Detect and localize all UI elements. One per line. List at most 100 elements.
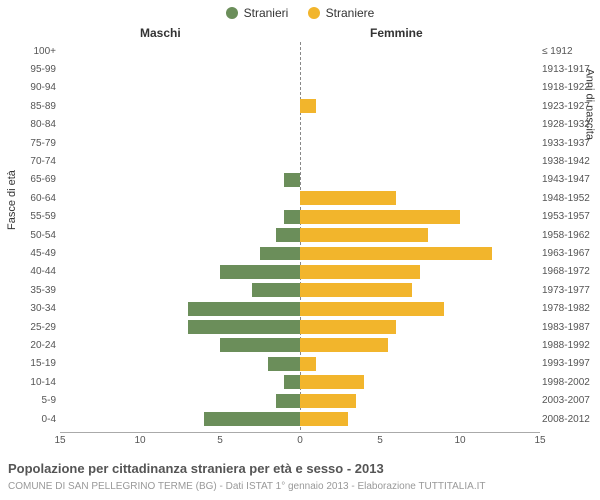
male-bar	[284, 173, 300, 187]
male-half	[60, 208, 300, 226]
year-label: 2008-2012	[542, 414, 596, 425]
column-title-male: Maschi	[140, 26, 181, 40]
legend-item-male: Stranieri	[226, 6, 289, 20]
female-bar	[300, 191, 396, 205]
pyramid-row: 20-241988-1992	[60, 336, 540, 354]
age-label: 45-49	[12, 248, 56, 259]
pyramid-row: 5-92003-2007	[60, 391, 540, 409]
female-half	[300, 391, 540, 409]
female-bar	[300, 99, 316, 113]
female-bar	[300, 283, 412, 297]
female-half	[300, 171, 540, 189]
female-bar	[300, 375, 364, 389]
year-label: 1928-1932	[542, 119, 596, 130]
pyramid-row: 55-591953-1957	[60, 208, 540, 226]
female-bar	[300, 247, 492, 261]
female-half	[300, 97, 540, 115]
year-label: 1998-2002	[542, 377, 596, 388]
legend-item-female: Straniere	[308, 6, 375, 20]
female-bar	[300, 338, 388, 352]
female-bar	[300, 302, 444, 316]
age-label: 85-89	[12, 101, 56, 112]
pyramid-row: 40-441968-1972	[60, 263, 540, 281]
female-bar	[300, 394, 356, 408]
female-bar	[300, 357, 316, 371]
female-half	[300, 373, 540, 391]
plot-area: 100+≤ 191295-991913-191790-941918-192285…	[60, 42, 540, 430]
male-half	[60, 189, 300, 207]
age-label: 15-19	[12, 358, 56, 369]
male-half	[60, 226, 300, 244]
x-tick: 5	[377, 435, 383, 446]
age-label: 75-79	[12, 138, 56, 149]
male-bar	[204, 412, 300, 426]
year-label: 1913-1917	[542, 64, 596, 75]
pyramid-row: 10-141998-2002	[60, 373, 540, 391]
female-half	[300, 134, 540, 152]
age-label: 35-39	[12, 285, 56, 296]
pyramid-row: 80-841928-1932	[60, 116, 540, 134]
male-half	[60, 263, 300, 281]
male-half	[60, 244, 300, 262]
column-title-female: Femmine	[370, 26, 423, 40]
male-half	[60, 318, 300, 336]
male-bar	[188, 302, 300, 316]
x-tick: 15	[54, 435, 65, 446]
male-half	[60, 60, 300, 78]
age-label: 90-94	[12, 82, 56, 93]
year-label: 1963-1967	[542, 248, 596, 259]
pyramid-row: 25-291983-1987	[60, 318, 540, 336]
male-bar	[284, 375, 300, 389]
male-bar	[268, 357, 300, 371]
male-half	[60, 336, 300, 354]
age-label: 80-84	[12, 119, 56, 130]
chart-title: Popolazione per cittadinanza straniera p…	[8, 461, 384, 476]
female-half	[300, 226, 540, 244]
female-half	[300, 208, 540, 226]
age-label: 40-44	[12, 266, 56, 277]
female-half	[300, 60, 540, 78]
x-tick: 15	[534, 435, 545, 446]
year-label: 1983-1987	[542, 322, 596, 333]
year-label: 1968-1972	[542, 266, 596, 277]
male-half	[60, 410, 300, 428]
age-label: 20-24	[12, 340, 56, 351]
male-half	[60, 171, 300, 189]
age-label: 95-99	[12, 64, 56, 75]
chart-source: COMUNE DI SAN PELLEGRINO TERME (BG) - Da…	[8, 481, 485, 492]
pyramid-row: 0-42008-2012	[60, 410, 540, 428]
female-half	[300, 244, 540, 262]
female-half	[300, 336, 540, 354]
female-half	[300, 299, 540, 317]
age-label: 5-9	[12, 395, 56, 406]
x-axis: 15105051015	[60, 432, 540, 449]
male-half	[60, 391, 300, 409]
male-half	[60, 299, 300, 317]
female-half	[300, 281, 540, 299]
x-tick: 10	[454, 435, 465, 446]
female-bar	[300, 210, 460, 224]
year-label: 1938-1942	[542, 156, 596, 167]
pyramid-row: 90-941918-1922	[60, 79, 540, 97]
male-bar	[220, 265, 300, 279]
year-label: 1958-1962	[542, 230, 596, 241]
age-label: 100+	[12, 46, 56, 57]
pyramid-row: 35-391973-1977	[60, 281, 540, 299]
year-label: 1943-1947	[542, 174, 596, 185]
male-half	[60, 42, 300, 60]
pyramid-row: 30-341978-1982	[60, 299, 540, 317]
pyramid-row: 15-191993-1997	[60, 355, 540, 373]
year-label: 1953-1957	[542, 211, 596, 222]
legend-swatch-female	[308, 7, 320, 19]
age-label: 55-59	[12, 211, 56, 222]
legend: Stranieri Straniere	[0, 6, 600, 22]
year-label: 1993-1997	[542, 358, 596, 369]
pyramid-row: 70-741938-1942	[60, 152, 540, 170]
female-half	[300, 355, 540, 373]
female-half	[300, 42, 540, 60]
male-half	[60, 116, 300, 134]
age-label: 30-34	[12, 303, 56, 314]
female-bar	[300, 265, 420, 279]
age-label: 25-29	[12, 322, 56, 333]
female-half	[300, 189, 540, 207]
